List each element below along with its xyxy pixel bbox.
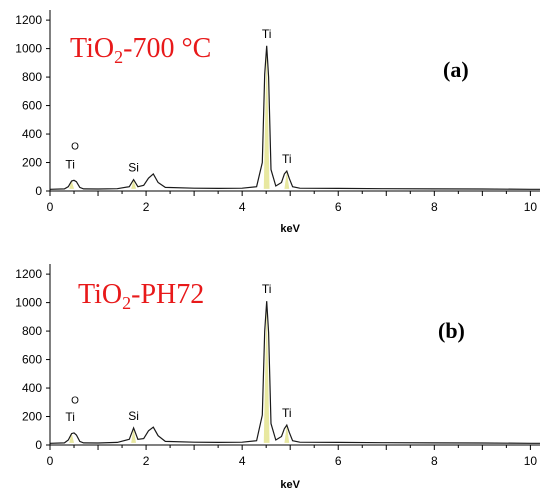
y-tick-label: 400 bbox=[22, 127, 42, 141]
x-tick-label: 4 bbox=[239, 200, 246, 214]
peak-label: O bbox=[71, 395, 79, 406]
y-tick-label: 1200 bbox=[15, 13, 42, 27]
y-tick-label: 1000 bbox=[15, 296, 42, 310]
x-tick-label: 2 bbox=[143, 454, 150, 468]
y-tick-label: 1000 bbox=[15, 42, 42, 56]
peak-label: Ti bbox=[282, 406, 292, 420]
x-tick-label: 0 bbox=[47, 454, 54, 468]
eds-panel-b: 0 200 400 600 800 1000 1200 0 2 4 6 8 10 keV O Ti Si Ti Ti… bbox=[15, 264, 540, 491]
panel-tag: (a) bbox=[443, 57, 469, 82]
x-tick-label: 8 bbox=[431, 454, 438, 468]
peak-fill bbox=[131, 179, 136, 189]
peak-label: Si bbox=[128, 409, 139, 423]
x-tick-label: 6 bbox=[335, 200, 342, 214]
sample-title: TiO2-700 °C bbox=[70, 33, 211, 67]
peak-label: Ti bbox=[65, 157, 75, 171]
peak-fill bbox=[69, 180, 75, 189]
y-tick-label: 1200 bbox=[15, 267, 42, 281]
y-tick-label: 600 bbox=[22, 99, 42, 113]
y-tick-label: 0 bbox=[35, 184, 42, 198]
peak-label: Ti bbox=[282, 152, 292, 166]
panel-tag: (b) bbox=[438, 318, 465, 343]
x-tick-label: 4 bbox=[239, 454, 246, 468]
y-tick-label: 200 bbox=[22, 410, 42, 424]
peak-fill bbox=[284, 425, 290, 443]
spectrum-line bbox=[49, 45, 540, 190]
x-tick-label: 6 bbox=[335, 454, 342, 468]
peak-label: Ti bbox=[262, 282, 272, 296]
x-tick-label: 2 bbox=[143, 200, 150, 214]
x-tick-label: 10 bbox=[524, 454, 538, 468]
peak-label: Ti bbox=[65, 410, 75, 424]
y-tick-label: 600 bbox=[22, 353, 42, 367]
spectrum-line bbox=[49, 301, 540, 444]
x-axis-title: keV bbox=[280, 223, 300, 235]
eds-panel-a: 0 200 400 600 800 1000 1200 0 2 4 6 8 10 keV O Ti Si Ti Ti… bbox=[15, 10, 540, 235]
x-axis-title: keV bbox=[280, 479, 300, 491]
peak-fill bbox=[131, 427, 136, 443]
y-tick-label: 200 bbox=[22, 156, 42, 170]
y-tick-label: 400 bbox=[22, 381, 42, 395]
y-tick-label: 0 bbox=[35, 438, 42, 452]
x-tick-label: 0 bbox=[47, 200, 54, 214]
peak-fill bbox=[69, 432, 75, 443]
sample-title: TiO2-PH72 bbox=[78, 279, 204, 313]
peak-label: Si bbox=[128, 161, 139, 175]
peak-fill bbox=[263, 45, 270, 189]
y-tick-label: 800 bbox=[22, 70, 42, 84]
peak-label: O bbox=[71, 141, 79, 152]
y-tick-label: 800 bbox=[22, 324, 42, 338]
x-tick-label: 8 bbox=[431, 200, 438, 214]
peak-fill bbox=[284, 171, 290, 189]
peak-fill bbox=[263, 301, 270, 443]
peak-label: Ti bbox=[262, 27, 272, 41]
x-tick-label: 10 bbox=[524, 200, 538, 214]
